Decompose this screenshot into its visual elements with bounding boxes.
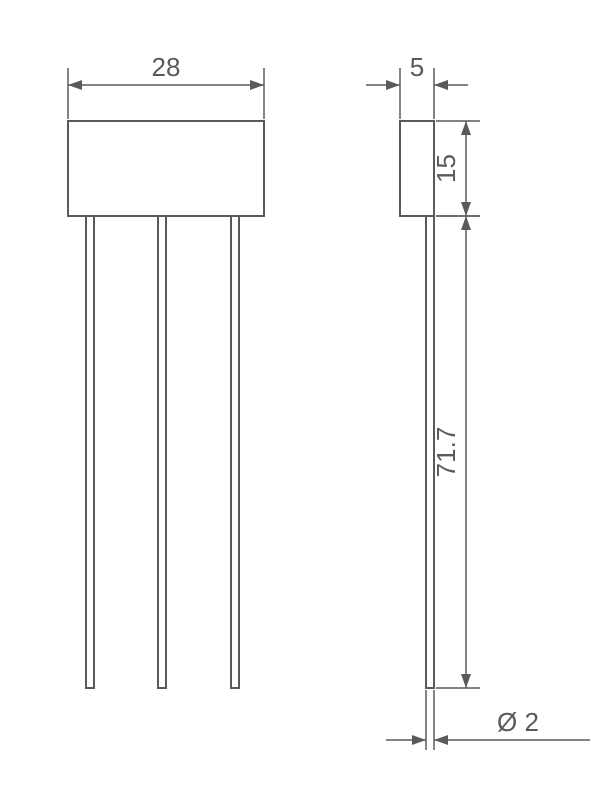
dim-thickness-5: 5 bbox=[410, 52, 424, 82]
front-body bbox=[68, 121, 264, 216]
front-leg-3 bbox=[231, 216, 239, 688]
dim-diameter-2: Ø 2 bbox=[497, 707, 539, 737]
front-leg-1 bbox=[86, 216, 94, 688]
dim-height-15: 15 bbox=[431, 154, 461, 183]
side-body bbox=[400, 121, 434, 216]
dim-width-28: 28 bbox=[152, 52, 181, 82]
dim-leg-71-7: 71.7 bbox=[431, 427, 461, 478]
front-leg-2 bbox=[158, 216, 166, 688]
